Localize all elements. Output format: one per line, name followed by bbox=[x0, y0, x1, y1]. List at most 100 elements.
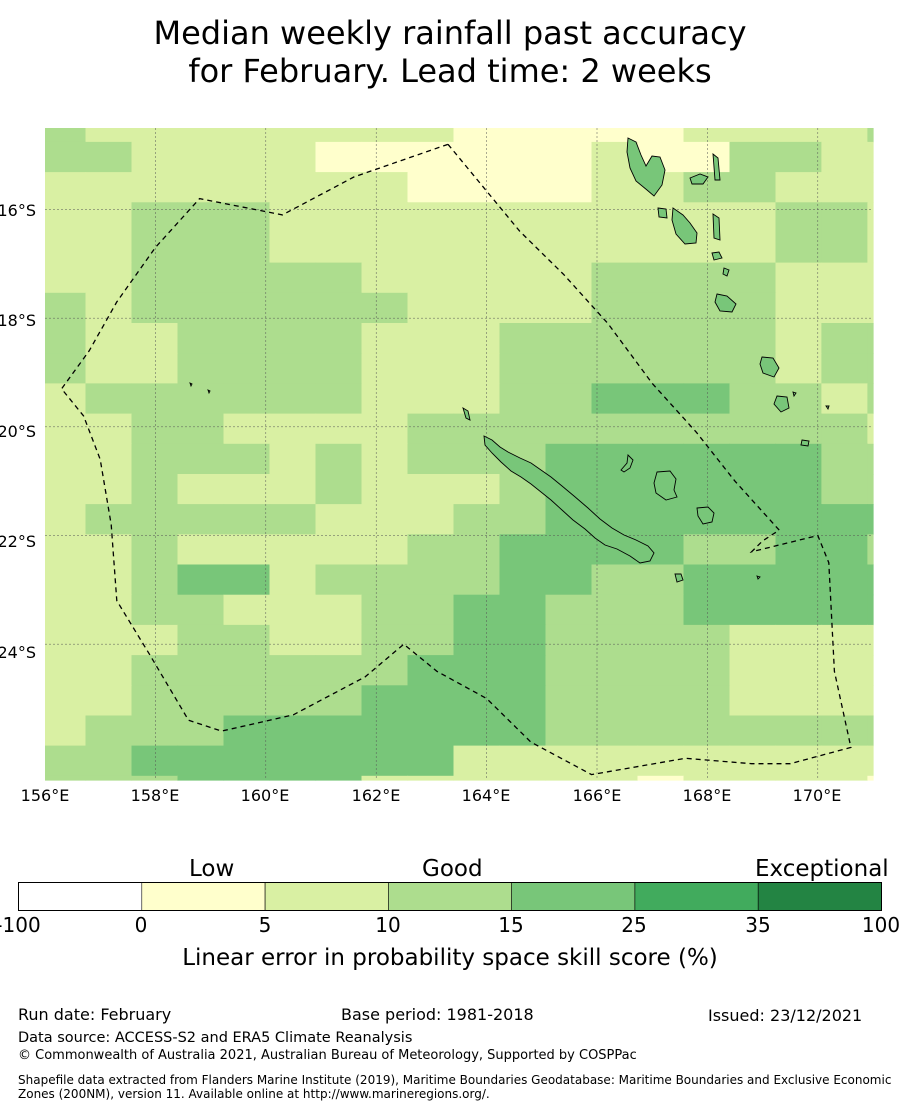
skill-cell bbox=[499, 534, 547, 566]
skill-cell bbox=[131, 383, 179, 415]
island-belep bbox=[462, 407, 471, 421]
skill-cell bbox=[775, 685, 823, 717]
skill-cell bbox=[775, 202, 823, 234]
lon-label-162e: 162°E bbox=[351, 786, 401, 805]
skill-cell bbox=[45, 594, 87, 626]
skill-cell bbox=[545, 534, 593, 566]
skill-cell bbox=[223, 685, 271, 717]
skill-cell bbox=[223, 594, 271, 626]
skill-cell bbox=[45, 685, 87, 717]
skill-cell bbox=[729, 685, 777, 717]
skill-cell bbox=[407, 624, 455, 656]
colorbar-segment bbox=[141, 882, 266, 911]
skill-cell bbox=[361, 128, 409, 143]
skill-cell bbox=[775, 232, 823, 264]
skill-cell bbox=[867, 262, 874, 294]
skill-cell bbox=[453, 413, 501, 445]
skill-cell bbox=[729, 655, 777, 686]
skill-cell bbox=[85, 443, 133, 475]
skill-cell bbox=[315, 655, 363, 686]
skill-cell bbox=[315, 353, 363, 384]
skill-cell bbox=[45, 443, 87, 475]
skill-cell bbox=[315, 443, 363, 475]
skill-cell bbox=[361, 443, 409, 475]
skill-cell bbox=[545, 685, 593, 717]
skill-cell bbox=[269, 383, 317, 415]
skill-cell bbox=[269, 292, 317, 324]
skill-cell bbox=[729, 232, 777, 264]
skill-cell bbox=[775, 624, 823, 656]
skill-cell bbox=[407, 564, 455, 596]
skill-cell bbox=[867, 534, 874, 566]
skill-cell bbox=[821, 534, 868, 566]
skill-cell bbox=[821, 655, 868, 686]
island-maewo bbox=[712, 153, 721, 181]
skill-cell bbox=[729, 202, 777, 234]
skill-cell bbox=[85, 624, 133, 656]
island-lifou bbox=[653, 470, 678, 501]
skill-cell bbox=[177, 383, 225, 415]
island-mare bbox=[696, 506, 715, 525]
islet-small-2 bbox=[207, 389, 211, 395]
skill-cell bbox=[45, 128, 87, 143]
skill-cell bbox=[683, 685, 731, 717]
skill-cell bbox=[315, 534, 363, 566]
skill-cell bbox=[131, 141, 179, 173]
colorbar-segment bbox=[757, 882, 882, 911]
island-pentecost bbox=[712, 213, 721, 241]
skill-cell bbox=[867, 655, 874, 686]
skill-cell bbox=[407, 443, 455, 475]
island-espiritu-santo bbox=[626, 137, 666, 197]
skill-cell bbox=[177, 202, 225, 234]
skill-cell bbox=[453, 715, 501, 747]
skill-cell bbox=[223, 564, 271, 596]
skill-cell bbox=[177, 745, 225, 777]
skill-cell bbox=[775, 353, 823, 384]
skill-cell bbox=[131, 172, 179, 203]
skill-cell bbox=[361, 202, 409, 234]
skill-cell bbox=[361, 353, 409, 384]
skill-cell bbox=[177, 624, 225, 656]
skill-cell bbox=[683, 443, 731, 475]
skill-cell bbox=[407, 292, 455, 324]
skill-cell bbox=[407, 534, 455, 566]
lon-label-160e: 160°E bbox=[240, 786, 290, 805]
skill-cell bbox=[775, 141, 823, 173]
skill-cell bbox=[637, 353, 685, 384]
skill-cell bbox=[131, 655, 179, 686]
skill-cell bbox=[269, 564, 317, 596]
skill-cell bbox=[729, 504, 777, 535]
skill-cell bbox=[85, 232, 133, 264]
skill-cell bbox=[591, 323, 639, 354]
skill-cell bbox=[407, 715, 455, 747]
eez-boundary bbox=[60, 143, 852, 776]
skill-cell bbox=[821, 624, 868, 656]
skill-cell bbox=[45, 262, 87, 294]
skill-cell bbox=[729, 594, 777, 626]
skill-cell bbox=[269, 128, 317, 143]
skill-cell bbox=[45, 202, 87, 234]
skill-cell bbox=[131, 202, 179, 234]
skill-cell bbox=[453, 655, 501, 686]
land-outlines bbox=[189, 137, 830, 583]
skill-cell bbox=[453, 624, 501, 656]
skill-cell bbox=[729, 383, 777, 415]
lon-label-166e: 166°E bbox=[572, 786, 622, 805]
base-period: Base period: 1981-2018 bbox=[341, 1005, 534, 1024]
island-efate bbox=[714, 293, 737, 313]
skill-cell bbox=[131, 504, 179, 535]
skill-cell bbox=[545, 655, 593, 686]
skill-cell bbox=[177, 353, 225, 384]
skill-cell bbox=[269, 141, 317, 173]
skill-cell bbox=[85, 715, 133, 747]
skill-cell bbox=[45, 141, 87, 173]
skill-cell bbox=[223, 745, 271, 777]
island-malekula bbox=[671, 207, 698, 245]
skill-cell bbox=[315, 292, 363, 324]
skill-cell bbox=[45, 715, 87, 747]
colorbar-tick-label: 5 bbox=[258, 913, 272, 937]
skill-cell bbox=[453, 202, 501, 234]
skill-cell bbox=[407, 323, 455, 354]
skill-cell bbox=[407, 685, 455, 717]
lon-label-168e: 168°E bbox=[682, 786, 732, 805]
